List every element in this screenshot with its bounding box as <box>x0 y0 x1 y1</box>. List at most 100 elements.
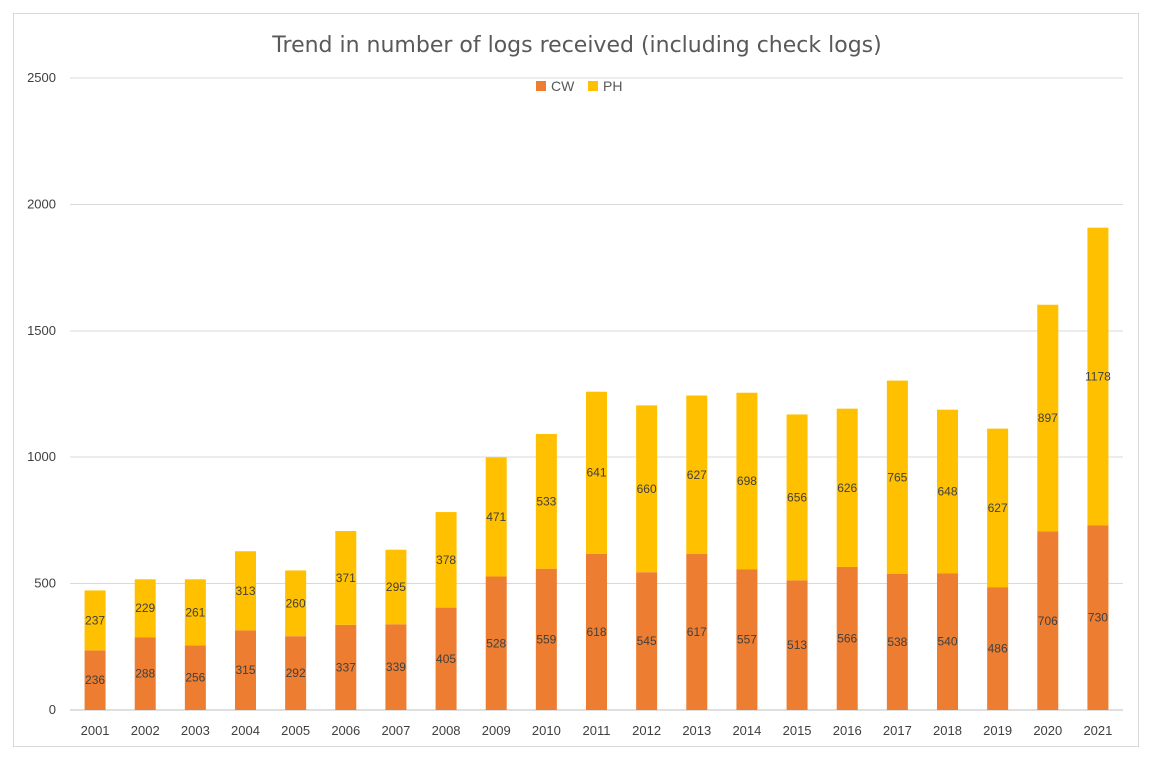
data-label-ph-2013: 627 <box>687 468 707 482</box>
data-label-ph-2019: 627 <box>988 501 1008 515</box>
y-tick-label: 2000 <box>27 196 56 211</box>
data-label-cw-2021: 730 <box>1088 611 1108 625</box>
x-tick-label: 2011 <box>583 723 611 738</box>
data-label-cw-2009: 528 <box>486 636 506 650</box>
x-tick-label: 2013 <box>682 723 711 738</box>
bar-ph-2011 <box>586 391 607 554</box>
legend-label-cw: CW <box>551 78 575 94</box>
x-tick-label: 2020 <box>1033 723 1062 738</box>
bar-cw-2011 <box>586 553 607 710</box>
data-label-ph-2005: 260 <box>286 596 306 610</box>
data-label-ph-2006: 371 <box>336 571 356 585</box>
data-label-cw-2013: 617 <box>687 625 707 639</box>
y-tick-label: 500 <box>34 576 56 591</box>
data-label-cw-2015: 513 <box>787 638 807 652</box>
x-tick-label: 2008 <box>432 723 461 738</box>
y-tick-label: 1500 <box>27 323 56 338</box>
data-label-ph-2017: 765 <box>887 470 907 484</box>
bar-cw-2001 <box>84 650 106 710</box>
bar-cw-2017 <box>886 573 908 710</box>
x-tick-label: 2018 <box>933 723 962 738</box>
bar-ph-2002 <box>134 579 156 638</box>
data-label-cw-2004: 315 <box>235 663 255 677</box>
data-label-cw-2010: 559 <box>536 632 556 646</box>
x-tick-label: 2001 <box>81 723 110 738</box>
x-axis-tick-labels: 2001 2002 2003 2004 2005 2006 2007 2008 2009 2010… <box>81 723 1113 738</box>
x-tick-label: 2019 <box>983 723 1012 738</box>
bar-ph-2008 <box>435 512 457 608</box>
data-label-cw-2011: 618 <box>586 625 606 639</box>
data-label-ph-2001: 237 <box>85 613 105 627</box>
x-tick-label: 2021 <box>1083 723 1112 738</box>
x-tick-label: 2004 <box>231 723 260 738</box>
bar-ph-2018 <box>937 409 958 574</box>
bar-ph-2015 <box>786 414 808 581</box>
bar-cw-2009 <box>485 576 507 710</box>
legend-swatch-cw <box>536 81 546 91</box>
data-label-ph-2002: 229 <box>135 601 155 615</box>
bar-ph-2020 <box>1037 304 1059 532</box>
data-label-cw-2016: 566 <box>837 631 857 645</box>
bar-cw-2015 <box>786 580 808 710</box>
bar-ph-2013 <box>686 395 708 555</box>
bar-ph-2010 <box>535 433 557 569</box>
x-tick-label: 2012 <box>632 723 661 738</box>
x-tick-label: 2003 <box>181 723 210 738</box>
x-tick-label: 2006 <box>331 723 360 738</box>
legend: CW PH <box>536 78 622 94</box>
bar-ph-2012 <box>636 405 658 573</box>
bar-cw-2004 <box>235 630 256 710</box>
data-labels: 236 237 288 229 256 261 315 313 292 260 337 371 339 2… <box>85 370 1111 688</box>
bar-ph-2006 <box>335 531 357 625</box>
y-tick-label: 2500 <box>27 70 56 85</box>
data-label-ph-2014: 698 <box>737 474 757 488</box>
bar-ph-2019 <box>987 428 1009 588</box>
data-label-cw-2017: 538 <box>887 635 907 649</box>
bar-cw-2012 <box>636 572 658 710</box>
data-label-ph-2008: 378 <box>436 553 456 567</box>
bar-ph-2009 <box>485 457 507 577</box>
x-tick-label: 2005 <box>281 723 310 738</box>
bar-ph-2014 <box>736 392 758 570</box>
y-tick-label: 0 <box>49 702 56 717</box>
data-label-ph-2003: 261 <box>185 605 205 619</box>
bar-cw-2008 <box>435 607 457 710</box>
x-tick-label: 2002 <box>131 723 160 738</box>
bar-ph-2003 <box>184 579 206 646</box>
bar-cw-2016 <box>836 566 858 710</box>
data-label-cw-2019: 486 <box>988 642 1008 656</box>
data-label-ph-2012: 660 <box>637 482 657 496</box>
bar-cw-2020 <box>1037 531 1059 710</box>
data-label-cw-2018: 540 <box>937 635 957 649</box>
x-tick-label: 2015 <box>783 723 812 738</box>
bar-cw-2014 <box>736 569 758 710</box>
bar-cw-2006 <box>335 624 357 710</box>
data-label-cw-2012: 545 <box>637 634 657 648</box>
bar-cw-2005 <box>285 636 307 710</box>
data-label-cw-2014: 557 <box>737 633 757 647</box>
legend-swatch-ph <box>588 81 598 91</box>
data-label-cw-2007: 339 <box>386 660 406 674</box>
bar-ph-2017 <box>886 380 908 574</box>
data-label-ph-2004: 313 <box>235 584 255 598</box>
bar-ph-2016 <box>836 408 858 567</box>
bar-ph-2007 <box>385 549 407 625</box>
y-tick-label: 1000 <box>27 449 56 464</box>
bar-cw-2018 <box>937 573 958 710</box>
bar-cw-2010 <box>535 568 557 710</box>
legend-label-ph: PH <box>603 78 622 94</box>
bar-cw-2007 <box>385 624 407 710</box>
y-axis-tick-labels: 0 500 1000 1500 2000 2500 <box>27 70 56 717</box>
bar-ph-2004 <box>235 551 256 631</box>
data-label-ph-2018: 648 <box>937 485 957 499</box>
bar-cw-2002 <box>134 637 156 710</box>
data-label-ph-2011: 641 <box>586 466 606 480</box>
data-label-ph-2020: 897 <box>1038 411 1058 425</box>
data-label-ph-2015: 656 <box>787 490 807 504</box>
bar-cw-2003 <box>184 645 206 710</box>
data-label-cw-2008: 405 <box>436 652 456 666</box>
data-label-cw-2001: 236 <box>85 673 105 687</box>
x-tick-label: 2007 <box>381 723 410 738</box>
x-tick-label: 2010 <box>532 723 561 738</box>
